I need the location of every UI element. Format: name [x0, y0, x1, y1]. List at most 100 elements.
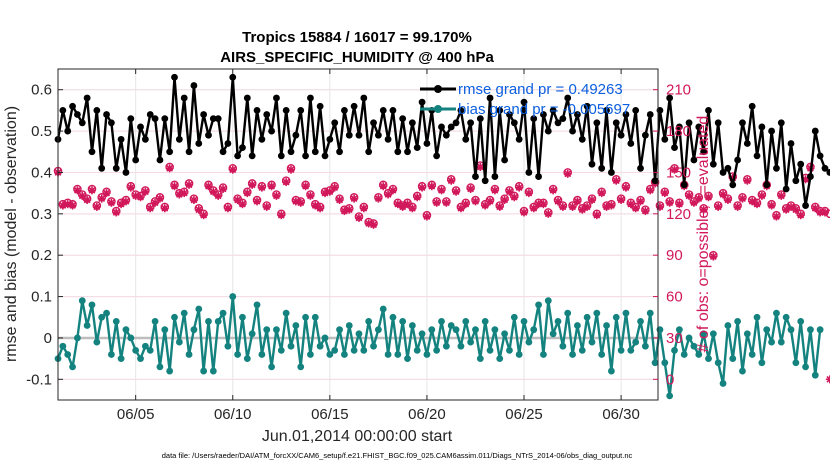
- rmse-point: [297, 106, 305, 114]
- obs-evaluated-marker: [165, 164, 174, 173]
- y-tick-label-left: 0.6: [31, 82, 52, 99]
- rmse-point: [355, 131, 363, 139]
- obs-evaluated-marker: [791, 205, 800, 214]
- obs-evaluated-marker: [214, 191, 223, 200]
- bias-point: [355, 330, 363, 338]
- obs-evaluated-marker: [461, 200, 470, 209]
- obs-evaluated-stroke: [588, 196, 596, 204]
- bias-point: [117, 355, 125, 363]
- rmse-point: [64, 127, 72, 135]
- obs-evaluated-marker: [500, 196, 509, 205]
- rmse-point: [365, 148, 373, 156]
- obs-evaluated-marker: [223, 204, 232, 213]
- obs-evaluated-stroke: [190, 196, 198, 204]
- rmse-point: [705, 106, 712, 114]
- y-tick-label-left: 0.1: [31, 289, 52, 306]
- rmse-point: [137, 123, 144, 131]
- bias-point: [743, 330, 751, 338]
- bias-point: [709, 330, 717, 338]
- obs-evaluated-stroke: [112, 209, 120, 216]
- rmse-point: [506, 111, 513, 118]
- obs-evaluated-stroke: [88, 186, 96, 194]
- obs-evaluated-marker: [180, 189, 189, 198]
- obs-evaluated-stroke: [185, 181, 193, 189]
- obs-evaluated-marker: [379, 182, 388, 191]
- bias-point: [739, 367, 746, 375]
- rmse-point: [797, 160, 805, 168]
- rmse-point: [462, 135, 470, 143]
- obs-evaluated-marker: [97, 194, 106, 203]
- bias-point: [404, 355, 411, 363]
- bias-point: [666, 392, 674, 400]
- obs-evaluated-stroke: [438, 186, 445, 194]
- obs-evaluated-marker: [466, 184, 475, 193]
- obs-evaluated-marker: [486, 197, 495, 206]
- obs-evaluated-marker: [87, 186, 96, 195]
- rmse-point: [239, 144, 246, 152]
- obs-evaluated-marker: [422, 212, 431, 221]
- rmse-point: [74, 111, 81, 118]
- obs-evaluated-stroke: [569, 203, 576, 211]
- obs-evaluated-marker: [660, 189, 669, 198]
- bias-point: [171, 313, 178, 321]
- obs-evaluated-stroke: [617, 196, 625, 204]
- bias-point: [336, 326, 343, 334]
- obs-evaluated-marker: [757, 191, 766, 200]
- bias-point: [447, 322, 455, 329]
- rmse-point: [190, 82, 198, 89]
- obs-evaluated-marker: [607, 201, 616, 210]
- obs-evaluated-stroke: [734, 203, 742, 211]
- bias-point: [379, 305, 387, 313]
- obs-evaluated-stroke: [248, 181, 256, 189]
- obs-evaluated-stroke: [195, 206, 203, 214]
- rmse-point: [282, 106, 290, 114]
- obs-evaluated-marker: [350, 194, 359, 203]
- obs-evaluated-marker: [558, 202, 567, 211]
- bias-point: [675, 326, 683, 334]
- bias-point: [433, 346, 441, 354]
- obs-evaluated-marker: [170, 182, 179, 191]
- obs-evaluated-stroke: [559, 203, 567, 211]
- bias-point: [389, 313, 397, 321]
- bias-point: [438, 317, 445, 325]
- obs-evaluated-marker: [330, 183, 339, 192]
- bias-point: [748, 351, 756, 358]
- bias-point: [83, 322, 91, 329]
- obs-evaluated-stroke: [719, 191, 727, 198]
- rmse-point: [782, 185, 790, 193]
- bias-point: [753, 313, 761, 321]
- obs-evaluated-marker: [549, 186, 558, 195]
- rmse-point: [442, 131, 450, 139]
- rmse-point: [438, 123, 445, 131]
- rmse-point: [729, 181, 737, 189]
- obs-evaluated-stroke: [370, 221, 377, 229]
- obs-evaluated-stroke: [166, 164, 174, 172]
- bias-point: [501, 330, 509, 338]
- obs-evaluated-marker: [675, 200, 684, 209]
- obs-evaluated-stroke: [472, 198, 479, 205]
- obs-evaluated-marker: [719, 190, 728, 199]
- bias-series: [54, 293, 824, 400]
- obs-evaluated-stroke: [209, 188, 217, 196]
- bias-point: [331, 346, 339, 354]
- rmse-point: [107, 119, 115, 127]
- obs-evaluated-marker: [452, 187, 461, 196]
- obs-evaluated-stroke: [83, 196, 91, 204]
- bias-point: [622, 309, 630, 317]
- rmse-point: [637, 164, 644, 172]
- bias-point: [598, 351, 606, 358]
- bias-point: [467, 338, 475, 346]
- obs-evaluated-stroke: [64, 200, 72, 208]
- rmse-point: [714, 119, 722, 127]
- obs-evaluated-marker: [544, 209, 553, 218]
- obs-evaluated-stroke: [404, 200, 411, 208]
- obs-evaluated-marker: [505, 187, 514, 196]
- obs-evaluated-stroke: [127, 184, 135, 192]
- bias-point: [200, 367, 208, 375]
- y-tick-label-left: 0.5: [31, 123, 52, 140]
- bias-point: [112, 317, 120, 325]
- rmse-point: [525, 169, 533, 176]
- rmse-point: [316, 102, 324, 110]
- bias-point: [559, 342, 567, 350]
